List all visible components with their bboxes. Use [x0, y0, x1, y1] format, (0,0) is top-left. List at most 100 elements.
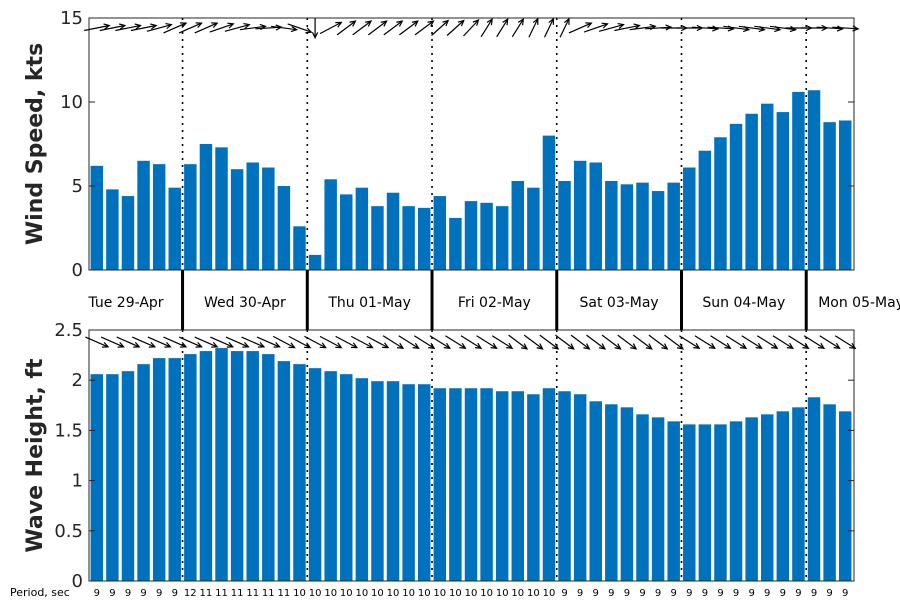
wave-direction-arrow	[460, 335, 483, 350]
arrow-head	[164, 341, 172, 348]
wave-bar	[168, 358, 181, 581]
wave-direction-arrow	[678, 335, 701, 350]
wave-bar	[464, 388, 478, 581]
wave-bar	[667, 421, 680, 581]
arrow-head	[226, 341, 235, 348]
wave-direction-arrow	[319, 335, 343, 349]
arrow-head	[118, 23, 127, 30]
wind-direction-arrow	[543, 17, 555, 38]
arrow-shaft	[85, 336, 109, 348]
period-row: Period, sec 9 9 9 9 9 9 12 11 11 11 11 11 11 10 10 10 10 1…	[10, 586, 848, 599]
wave-direction-arrow	[632, 334, 653, 350]
arrow-head	[305, 27, 313, 34]
arrow-head	[645, 343, 653, 350]
wind-bar	[137, 160, 150, 270]
arrow-head	[117, 341, 125, 348]
arrow-head	[288, 342, 296, 349]
period-value: 9	[593, 588, 599, 599]
arrow-shaft	[100, 336, 124, 348]
wave-bar	[215, 348, 228, 581]
wave-bar	[698, 424, 712, 581]
wind-direction-arrow	[614, 23, 641, 32]
wave-direction-arrow	[429, 335, 451, 350]
arrow-head	[195, 22, 203, 29]
wave-bar	[792, 407, 805, 581]
period-value: 10	[418, 588, 431, 599]
arrow-shaft	[272, 335, 295, 349]
wave-bar	[620, 407, 634, 581]
arrow-shaft	[491, 335, 513, 349]
wind-direction-arrow	[383, 20, 404, 36]
wave-direction-arrow	[725, 335, 748, 350]
wind-bar	[417, 207, 431, 270]
arrow-head	[148, 341, 157, 348]
period-value: 10	[465, 588, 478, 599]
arrow-shaft	[568, 22, 592, 34]
arrow-shaft	[146, 24, 172, 32]
period-value: 9	[608, 588, 614, 599]
arrow-head	[517, 17, 524, 26]
period-title: Period, sec	[10, 586, 70, 599]
wind-bar	[246, 162, 259, 270]
arrow-head	[563, 17, 570, 25]
arrow-head	[366, 342, 374, 349]
wave-direction-arrow	[570, 334, 591, 350]
wind-ylabel: Wind Speed, kts	[23, 43, 48, 245]
arrow-shaft	[816, 26, 843, 30]
period-value: 9	[686, 588, 692, 599]
wave-direction-arrow	[225, 336, 250, 348]
period-value: 9	[811, 588, 817, 599]
day-label: Fri 02-May	[458, 295, 531, 311]
wave-direction-arrow	[304, 335, 327, 349]
arrow-shaft	[398, 335, 419, 349]
wave-direction-arrow	[539, 334, 560, 350]
wind-direction-arrow	[99, 23, 127, 32]
arrow-head	[290, 25, 299, 33]
arrow-shaft	[431, 20, 449, 36]
wave-bar	[340, 374, 353, 581]
wind-direction-arrow	[352, 20, 373, 36]
wave-bar	[121, 371, 135, 581]
wind-bar	[838, 120, 852, 270]
arrow-head	[472, 19, 480, 26]
wind-bar	[636, 182, 649, 270]
arrow-head	[817, 342, 826, 350]
wind-bar	[620, 184, 634, 270]
arrow-shaft	[586, 334, 606, 350]
period-value: 10	[387, 588, 400, 599]
wind-bar	[480, 202, 493, 270]
wave-bar	[106, 374, 119, 581]
arrow-shaft	[350, 335, 373, 349]
wave-direction-arrow	[648, 334, 669, 350]
arrow-shaft	[209, 23, 234, 33]
wave-direction-arrow	[445, 335, 467, 350]
wind-direction-arrow	[336, 20, 357, 36]
wave-bar	[542, 388, 556, 581]
wind-bar	[511, 180, 525, 270]
arrow-head	[428, 342, 436, 350]
wave-bar	[449, 388, 462, 581]
wind-direction-arrow	[691, 25, 720, 32]
wave-bar	[371, 381, 384, 581]
arrow-shaft	[336, 20, 356, 36]
arrow-head	[661, 343, 669, 350]
arrow-shaft	[614, 24, 640, 32]
wave-direction-arrow	[741, 335, 763, 350]
arrow-head	[708, 342, 717, 350]
arrow-shaft	[754, 25, 781, 31]
arrow-head	[304, 342, 312, 349]
arrow-shaft	[632, 334, 653, 350]
arrow-head	[585, 22, 593, 29]
wave-direction-arrow	[288, 335, 312, 349]
wave-direction-arrow	[508, 334, 529, 350]
wind-direction-arrow	[816, 25, 844, 32]
wind-direction-arrow	[209, 22, 235, 33]
wind-bar	[605, 180, 618, 270]
arrow-head	[350, 342, 359, 349]
wind-direction-arrow	[528, 17, 539, 38]
arrow-shaft	[539, 334, 559, 350]
arrow-shaft	[460, 335, 482, 349]
wave-bar	[636, 414, 649, 581]
arrow-shaft	[178, 336, 202, 348]
